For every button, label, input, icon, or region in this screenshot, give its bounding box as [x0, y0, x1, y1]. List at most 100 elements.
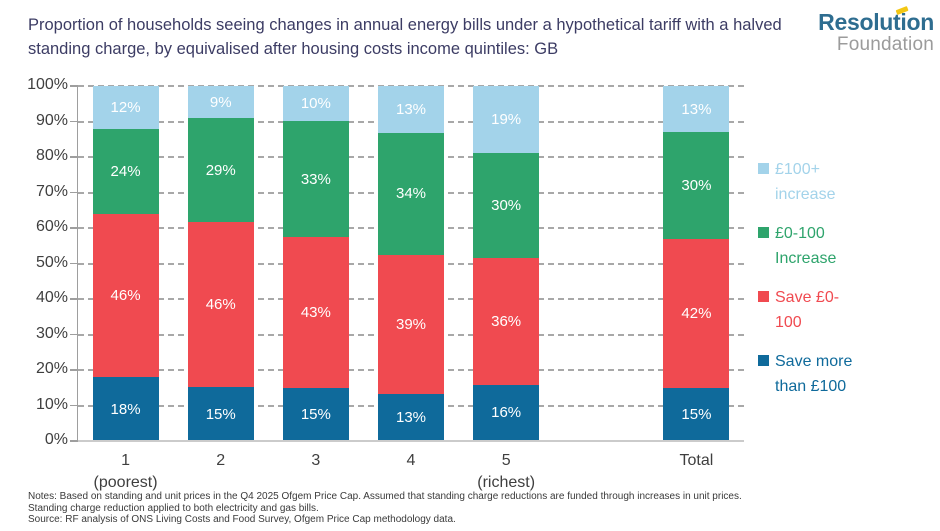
- y-axis-label: 10%: [35, 395, 68, 413]
- x-axis-label: 2: [216, 450, 225, 472]
- x-axis-label-main: 4: [406, 452, 416, 469]
- bar-segment-label: 34%: [395, 185, 427, 203]
- y-axis-tick: [70, 333, 78, 336]
- y-axis-label: 0%: [44, 431, 68, 448]
- bar-segment: 16%: [473, 384, 540, 441]
- legend-item-label: £0-100 Increase: [775, 225, 837, 267]
- logo-foundation: Foundation: [836, 34, 934, 55]
- bar-segment: 15%: [187, 387, 254, 441]
- x-axis-sublabel: (richest): [477, 474, 536, 491]
- notes: Notes: Based on standing and unit prices…: [28, 491, 928, 526]
- bar-segment: 29%: [187, 118, 254, 223]
- legend-swatch: [758, 163, 769, 174]
- chart-title: Proportion of households seeing changes …: [28, 16, 782, 58]
- bar-segment-label: 10%: [300, 95, 331, 113]
- bar-segment-label: 12%: [110, 98, 141, 116]
- y-axis-label: 60%: [35, 218, 68, 235]
- bar-segment-label: 33%: [300, 170, 331, 188]
- x-axis-label: 5 (richest): [477, 450, 535, 494]
- x-axis-label: 1 (poorest): [94, 450, 158, 494]
- x-axis-sublabel: (poorest): [93, 474, 158, 491]
- bar-segment: 42%: [663, 238, 730, 388]
- y-axis-tick: [70, 262, 78, 265]
- x-axis-label: Total: [680, 450, 714, 472]
- bar-segment: 19%: [473, 86, 540, 153]
- x-axis-label-main: 2: [216, 452, 226, 469]
- y-axis-tick: [70, 298, 78, 300]
- y-axis-label: 100%: [27, 76, 68, 93]
- bar-3: 15% 43% 33% 10%: [282, 86, 349, 441]
- x-axis-label: 3: [311, 450, 320, 472]
- bar-segment: 24%: [92, 128, 159, 214]
- legend: £100+ increase £0-100 Increase Save £0-100…: [758, 157, 863, 413]
- bar-segment: 30%: [473, 152, 540, 259]
- y-axis-tick: [70, 404, 78, 407]
- legend-swatch: [758, 291, 769, 302]
- bar-1: 18% 46% 24% 12%: [92, 86, 159, 441]
- bar-segment: 15%: [663, 387, 730, 441]
- x-axis-label: 4: [407, 450, 416, 472]
- bar-segment-label: 13%: [681, 100, 712, 118]
- legend-item-label: Save £0-100: [775, 289, 840, 331]
- y-axis-tick: [70, 120, 78, 123]
- bar-segment-label: 46%: [205, 296, 236, 314]
- bar-segment-label: 19%: [491, 110, 522, 128]
- y-axis-label: 40%: [35, 289, 68, 306]
- source-line: Source: RF analysis of ONS Living Costs …: [28, 514, 456, 525]
- bar-2: 15% 46% 29% 9%: [187, 86, 254, 441]
- y-axis-label: 90%: [35, 111, 68, 129]
- gridline: [78, 85, 744, 87]
- logo: Resolution Foundation: [818, 5, 934, 55]
- y-axis-label: 50%: [35, 253, 68, 271]
- notes-line: Notes: Based on standing and unit prices…: [28, 491, 742, 502]
- y-axis-tick: [70, 156, 78, 158]
- bar-segment: 46%: [92, 213, 159, 378]
- bar-segment-label: 13%: [395, 409, 427, 427]
- bar-segment: 30%: [663, 132, 730, 239]
- y-axis-tick: [70, 191, 78, 194]
- bar-segment: 15%: [282, 388, 349, 441]
- x-axis-label-main: 1: [121, 452, 131, 469]
- bar-segment-label: 30%: [491, 197, 522, 215]
- y-axis-tick: [70, 440, 78, 442]
- plot-area: 18% 46% 24% 12% 15% 46% 29% 9% 15% 43% 33% 10% 13% 39…: [78, 85, 744, 441]
- bar-segment-label: 30%: [681, 176, 712, 194]
- bar-segment-label: 29%: [205, 161, 236, 179]
- bar-segment-label: 18%: [110, 400, 141, 418]
- bar-segment: 33%: [282, 121, 349, 238]
- bar-segment: 43%: [282, 237, 349, 389]
- bar-4: 13% 39% 34% 13%: [378, 86, 444, 441]
- bar-segment-label: 13%: [395, 100, 427, 118]
- y-axis-label: 30%: [35, 324, 68, 342]
- y-axis-tick: [70, 227, 78, 229]
- legend-swatch: [758, 355, 769, 366]
- bar-segment-label: 15%: [205, 405, 236, 423]
- bar-total: 15% 42% 30% 13%: [663, 86, 730, 441]
- bar-segment-label: 9%: [209, 93, 232, 111]
- legend-item-label: £100+ increase: [775, 161, 836, 203]
- legend-item: £100+ increase: [758, 157, 863, 207]
- bar-segment: 10%: [282, 86, 349, 122]
- bar-segment: 36%: [473, 258, 540, 385]
- x-axis-label-main: Total: [679, 452, 714, 469]
- bar-segment-label: 36%: [491, 313, 522, 330]
- bar-segment: 12%: [92, 86, 159, 129]
- bar-segment: 9%: [187, 86, 254, 119]
- y-axis-label: 80%: [35, 147, 68, 164]
- x-axis-baseline: [78, 439, 744, 442]
- bar-segment-label: 42%: [681, 304, 712, 322]
- x-axis-label-main: 5: [501, 452, 511, 469]
- legend-item: £0-100 Increase: [758, 221, 863, 271]
- legend-item-label: Save more than £100: [775, 353, 853, 395]
- legend-swatch: [758, 227, 769, 238]
- bar-segment: 13%: [378, 86, 444, 133]
- x-axis-label-main: 3: [311, 452, 321, 469]
- y-axis-label: 70%: [35, 182, 68, 200]
- bar-segment-label: 15%: [300, 406, 331, 424]
- bar-segment-label: 15%: [681, 405, 712, 423]
- logo-accent-mark: [895, 5, 909, 15]
- logo-resolution: Resolution: [818, 5, 934, 35]
- y-axis-tick: [70, 369, 78, 371]
- bar-segment: 18%: [92, 377, 159, 441]
- notes-line: Standing charge reduction applied to bot…: [28, 502, 319, 514]
